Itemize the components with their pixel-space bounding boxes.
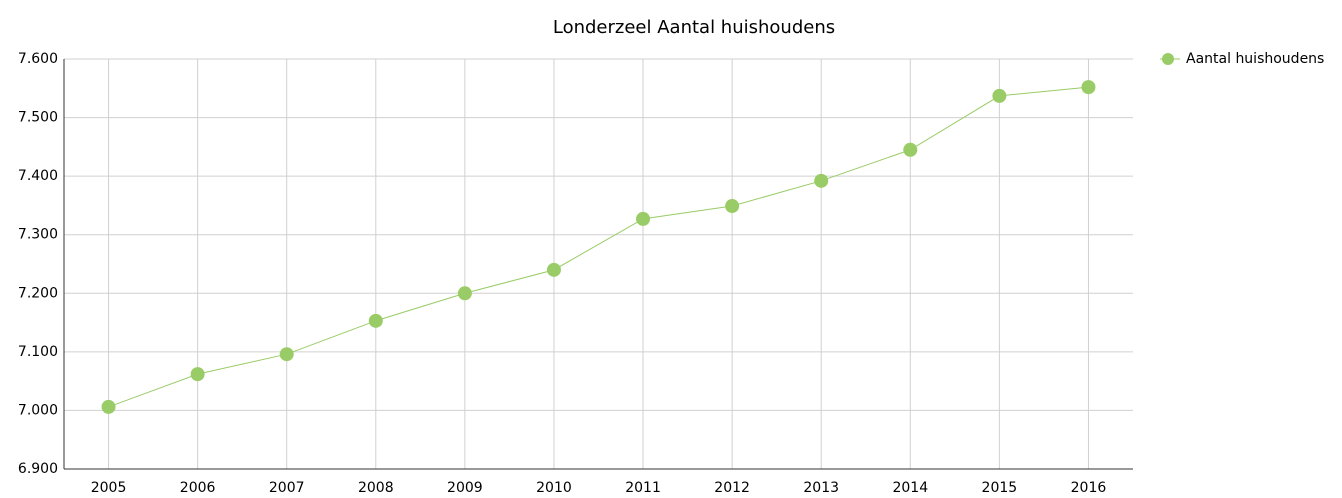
x-tick-label: 2007 <box>269 480 305 496</box>
y-tick-label: 6.900 <box>18 461 58 477</box>
marker <box>190 367 205 382</box>
marker <box>903 142 918 157</box>
x-tick-label: 2013 <box>803 480 839 496</box>
y-tick-label: 7.400 <box>18 168 58 184</box>
y-tick-label: 7.200 <box>18 285 58 301</box>
marker <box>368 313 383 328</box>
chart-title: Londerzeel Aantal huishoudens <box>553 17 835 38</box>
marker <box>101 399 116 414</box>
legend-label: Aantal huishoudens <box>1186 51 1324 67</box>
x-tick-label: 2012 <box>714 480 750 496</box>
legend-marker <box>1162 53 1174 65</box>
marker <box>546 262 561 277</box>
marker <box>992 88 1007 103</box>
y-tick-label: 7.100 <box>18 344 58 360</box>
x-tick-label: 2008 <box>358 480 394 496</box>
x-tick-label: 2010 <box>536 480 572 496</box>
y-tick-label: 7.500 <box>18 110 58 126</box>
x-tick-label: 2009 <box>447 480 483 496</box>
marker <box>636 211 651 226</box>
line <box>108 86 1089 408</box>
marker <box>457 286 472 301</box>
x-tick-label: 2014 <box>892 480 928 496</box>
x-tick-label: 2016 <box>1071 480 1107 496</box>
y-tick-label: 7.000 <box>18 402 58 418</box>
marker <box>279 347 294 362</box>
x-tick-label: 2015 <box>982 480 1018 496</box>
marker <box>1081 80 1096 95</box>
x-tick-label: 2006 <box>180 480 216 496</box>
x-tick-label: 2011 <box>625 480 661 496</box>
y-tick-label: 7.300 <box>18 227 58 243</box>
y-tick-label: 7.600 <box>18 51 58 67</box>
marker <box>725 199 740 214</box>
x-tick-label: 2005 <box>91 480 127 496</box>
marker <box>814 173 829 188</box>
